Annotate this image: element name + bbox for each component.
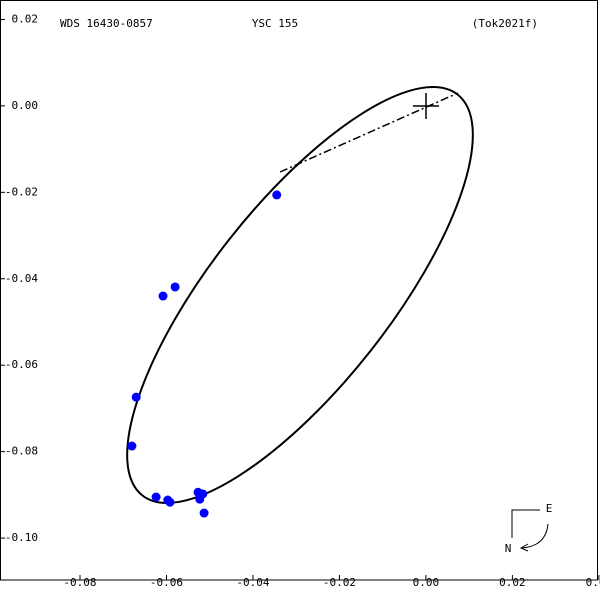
data-point [158, 291, 168, 301]
data-point [127, 441, 137, 451]
data-point [272, 190, 282, 200]
y-tick-label: -0.06 [5, 358, 38, 371]
data-point [199, 508, 209, 518]
x-tick-label: 0.04 [586, 576, 600, 589]
orbit [126, 86, 474, 504]
y-tick-label: -0.02 [5, 185, 38, 198]
data-point [131, 392, 141, 402]
data-point [151, 492, 161, 502]
compass [511, 509, 540, 538]
x-tick-label: 0.02 [499, 576, 526, 589]
data-point [170, 282, 180, 292]
y-tick-label: 0.02 [12, 12, 39, 25]
header-right: (Tok2021f) [472, 17, 538, 30]
compass-north: N [505, 542, 512, 555]
compass-arrow [521, 523, 549, 549]
y-tick-label: -0.10 [5, 531, 38, 544]
y-tick-label: -0.08 [5, 445, 38, 458]
y-tick-label: 0.00 [12, 99, 39, 112]
x-tick-label: -0.02 [323, 576, 356, 589]
frame [0, 0, 598, 581]
compass-east: E [546, 502, 553, 515]
compass-arrow [519, 543, 529, 552]
x-tick-label: -0.06 [150, 576, 183, 589]
y-tick-label: -0.04 [5, 272, 38, 285]
data-point [195, 494, 205, 504]
header-left: WDS 16430-0857 [60, 17, 153, 30]
header-center: YSC 155 [252, 17, 298, 30]
x-tick-label: 0.00 [413, 576, 440, 589]
x-tick-label: -0.08 [63, 576, 96, 589]
x-tick-label: -0.04 [236, 576, 269, 589]
data-point [165, 497, 175, 507]
